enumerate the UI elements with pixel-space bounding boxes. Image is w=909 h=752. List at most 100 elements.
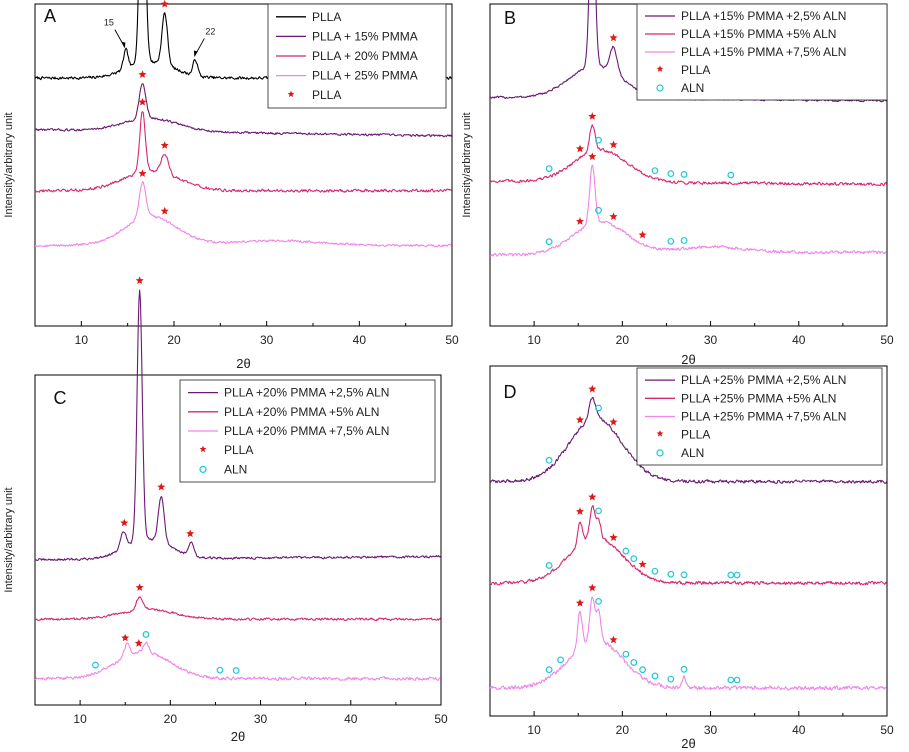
legend-label: PLLA +25% PMMA +2,5% ALN bbox=[681, 373, 846, 387]
series-line bbox=[489, 396, 888, 484]
legend-label: ALN bbox=[224, 462, 247, 476]
plla-star-marker bbox=[609, 533, 618, 541]
panel-label: D bbox=[504, 382, 517, 402]
legend: PLLA +20% PMMA +2,5% ALN PLLA +20% PMMA +… bbox=[179, 379, 436, 483]
aln-circle-marker bbox=[595, 206, 602, 214]
x-axis-label: 2θ bbox=[681, 352, 695, 367]
aln-circle-marker bbox=[545, 238, 553, 246]
series-line bbox=[489, 164, 887, 257]
legend-circle-swatch bbox=[656, 449, 664, 457]
panel-c: 10 20 30 40 50 2θ Intensity/arbitrary unit C PLL… bbox=[3, 276, 448, 744]
legend: PLLA +15% PMMA +2,5% ALN PLLA +15% PMMA +… bbox=[636, 3, 888, 101]
legend-label: PLLA +20% PMMA +7,5% ALN bbox=[224, 424, 389, 438]
aln-circle-marker bbox=[639, 666, 647, 674]
legend-label: PLLA + 25% PMMA bbox=[312, 69, 418, 83]
legend-label: PLLA +20% PMMA +2,5% ALN bbox=[224, 386, 389, 400]
annotation-arrowhead bbox=[121, 41, 126, 48]
plot-frame bbox=[34, 374, 442, 706]
plla-star-marker bbox=[638, 560, 647, 568]
series-line bbox=[489, 596, 887, 691]
legend-label: PLLA +20% PMMA +5% ALN bbox=[224, 405, 379, 419]
plla-star-marker bbox=[638, 230, 647, 239]
panel-label: A bbox=[44, 6, 56, 26]
aln-circle-marker bbox=[630, 555, 638, 563]
series-line bbox=[489, 504, 888, 586]
plla-star-marker bbox=[186, 529, 195, 538]
aln-circle-marker bbox=[232, 667, 240, 674]
plla-star-marker bbox=[588, 112, 597, 120]
legend-circle-swatch bbox=[656, 84, 664, 92]
plla-star-marker bbox=[160, 0, 169, 8]
aln-circle-marker bbox=[680, 171, 688, 178]
y-axis-label: Intensity/arbitrary unit bbox=[461, 112, 473, 217]
plla-star-marker bbox=[588, 492, 597, 501]
x-tick-label: 40 bbox=[792, 333, 806, 347]
series-line bbox=[34, 181, 452, 248]
aln-circle-marker bbox=[680, 665, 688, 673]
aln-circle-marker bbox=[545, 456, 553, 464]
plla-star-marker bbox=[609, 417, 618, 426]
plla-star-marker bbox=[138, 169, 147, 177]
legend-label: PLLA bbox=[681, 428, 710, 442]
legend-label: PLLA bbox=[224, 443, 253, 457]
aln-circle-marker bbox=[595, 136, 602, 144]
aln-circle-marker bbox=[216, 666, 224, 674]
plla-star-marker bbox=[120, 518, 129, 527]
plla-star-marker bbox=[138, 70, 147, 78]
plla-star-marker bbox=[138, 97, 147, 106]
panel-b: 10 20 30 40 50 2θ Intensity/arbitrary unit B PLL… bbox=[461, 0, 894, 367]
x-tick-label: 50 bbox=[880, 723, 894, 737]
plla-star-marker bbox=[576, 217, 584, 225]
aln-circle-marker bbox=[92, 661, 99, 669]
plla-star-marker bbox=[588, 152, 597, 160]
series-line bbox=[34, 289, 442, 562]
legend-box bbox=[636, 367, 883, 466]
series-line bbox=[34, 641, 441, 681]
legend: PLLA PLLA + 15% PMMA PLLA + 20% PMMA PLLA +… bbox=[267, 3, 447, 109]
legend-label: PLLA + 15% PMMA bbox=[312, 29, 418, 43]
legend: PLLA +25% PMMA +2,5% ALN PLLA +25% PMMA +… bbox=[636, 367, 883, 466]
x-tick-label: 30 bbox=[254, 712, 268, 726]
panel-label: C bbox=[54, 388, 67, 408]
aln-circle-marker bbox=[727, 171, 735, 179]
series-line bbox=[34, 83, 453, 138]
annotation-label: 22 bbox=[205, 26, 215, 36]
aln-circle-marker bbox=[545, 165, 553, 173]
x-tick-label: 20 bbox=[616, 723, 630, 737]
legend-label: PLLA + 20% PMMA bbox=[312, 49, 418, 63]
x-tick-label: 30 bbox=[260, 333, 274, 347]
aln-circle-marker bbox=[595, 507, 602, 515]
x-tick-label: 20 bbox=[164, 712, 178, 726]
x-tick-label: 30 bbox=[704, 723, 718, 737]
x-tick-label: 10 bbox=[527, 723, 541, 737]
aln-circle-marker bbox=[667, 237, 675, 245]
plla-star-marker bbox=[134, 639, 143, 647]
aln-circle-marker bbox=[595, 404, 602, 412]
plot-frame bbox=[489, 365, 888, 717]
x-axis-label: 2θ bbox=[231, 729, 245, 744]
aln-circle-marker bbox=[651, 167, 659, 175]
plla-star-marker bbox=[576, 144, 584, 153]
legend-circle-swatch bbox=[199, 465, 207, 473]
x-tick-label: 50 bbox=[445, 333, 459, 347]
plla-star-marker bbox=[609, 33, 618, 42]
x-tick-label: 10 bbox=[73, 712, 87, 726]
plla-star-marker bbox=[160, 141, 169, 149]
y-axis-label: Intensity/arbitrary unit bbox=[3, 487, 15, 592]
plla-star-marker bbox=[588, 583, 597, 592]
x-tick-label: 10 bbox=[527, 333, 541, 347]
plla-star-marker bbox=[135, 583, 144, 591]
legend-star-swatch bbox=[656, 65, 664, 72]
aln-circle-marker bbox=[667, 570, 675, 578]
legend-label: PLLA bbox=[312, 88, 341, 102]
x-axis-label: 2θ bbox=[236, 356, 250, 371]
aln-circle-marker bbox=[680, 237, 688, 244]
series-line bbox=[34, 596, 442, 622]
aln-circle-marker bbox=[630, 659, 638, 666]
legend-label: PLLA +25% PMMA +5% ALN bbox=[681, 391, 836, 405]
aln-circle-marker bbox=[651, 672, 659, 680]
plla-star-marker bbox=[576, 415, 584, 424]
aln-circle-marker bbox=[557, 656, 564, 664]
